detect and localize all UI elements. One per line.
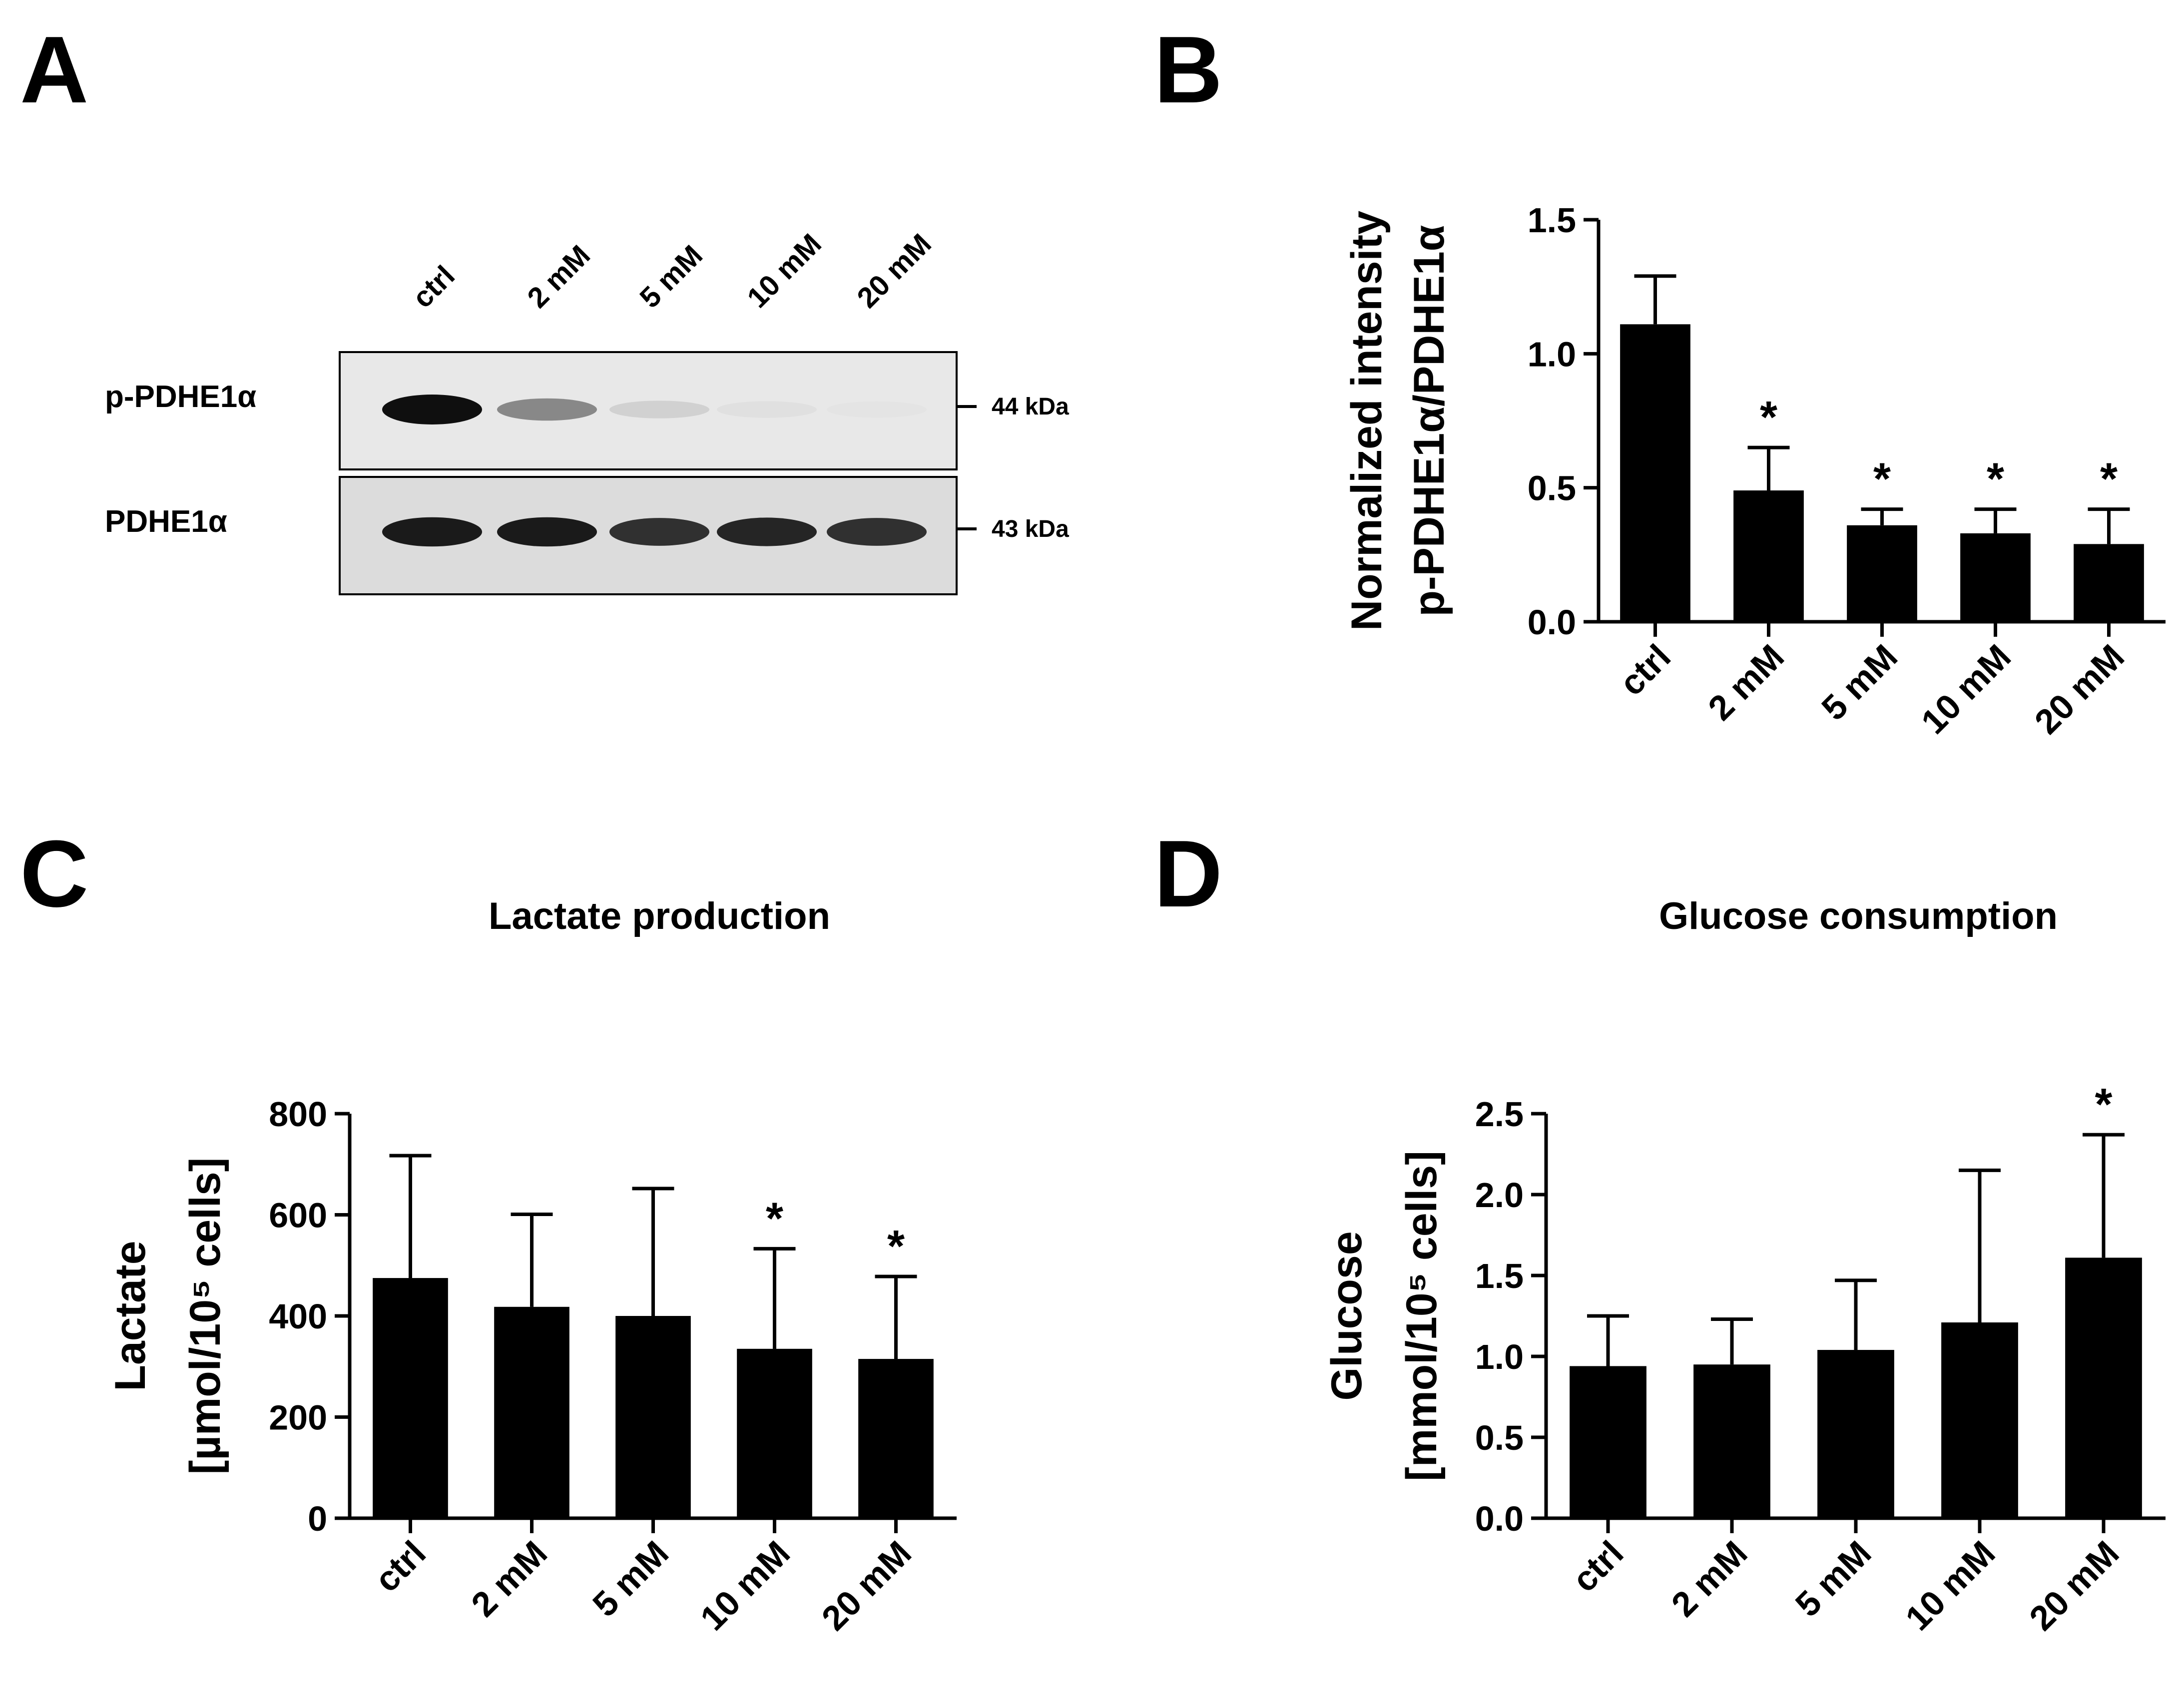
blot-band [609, 518, 709, 546]
y-tick-label: 1.5 [1475, 1257, 1524, 1295]
y-tick-label: 0.0 [1475, 1499, 1524, 1538]
bar [1693, 1364, 1770, 1518]
x-tick-label: 5 mM [585, 1533, 676, 1624]
blot-band [609, 401, 709, 419]
y-axis-title-line1: Glucose [1323, 1231, 1371, 1400]
blot-lane-label: 2 mM [521, 239, 596, 314]
y-tick-label: 0 [308, 1499, 327, 1538]
x-tick-label: 2 mM [464, 1533, 554, 1624]
y-axis-title-line1: Normalized intensity [1343, 211, 1391, 631]
y-tick-label: 1.5 [1528, 201, 1576, 240]
blot-lane-label: 5 mM [633, 239, 709, 314]
y-tick-label: 2.0 [1475, 1176, 1524, 1215]
y-tick-label: 0.5 [1528, 469, 1576, 508]
y-axis-title-line2: [mmol/10⁵ cells] [1398, 1151, 1446, 1481]
bar [615, 1316, 691, 1518]
x-tick-label: 2 mM [1700, 637, 1791, 728]
significance-marker: * [1987, 454, 2004, 504]
bar [2074, 544, 2144, 622]
significance-marker: * [887, 1222, 905, 1271]
y-tick-label: 0.5 [1475, 1418, 1524, 1457]
y-tick-label: 1.0 [1528, 335, 1576, 374]
chart-b-normalized-intensity: 0.0 0.5 1.0 1.5 Normalized intensity p-PDHE1α… [1343, 201, 2166, 742]
x-tick-label: 5 mM [1788, 1533, 1879, 1624]
mw-marker-label: 43 kDa [992, 516, 1069, 542]
y-tick-label: 0.0 [1528, 603, 1576, 642]
bar [1817, 1350, 1894, 1518]
y-tick-label: 800 [269, 1095, 327, 1134]
blot-band [827, 518, 927, 546]
blot-row: PDHE1α 43 kDa [105, 476, 1069, 595]
bar [373, 1278, 448, 1518]
panel-label-c: C [20, 821, 88, 927]
bar [1960, 533, 2031, 622]
blot-band [497, 517, 597, 547]
blot-row: p-PDHE1α 44 kDa [105, 351, 1069, 470]
y-tick-label: 2.5 [1475, 1095, 1524, 1134]
x-tick-label: 2 mM [1664, 1533, 1755, 1624]
bar [858, 1359, 934, 1518]
western-blot: ctrl 2 mM 5 mM 10 mM 20 mM p-PDHE1α 44 kDa PDH… [105, 228, 1069, 595]
blot-band [827, 401, 927, 418]
chart-c-lactate-production: Lactate production 0 200 400 600 800 Lactate [µ… [106, 895, 957, 1638]
y-tick-label: 400 [269, 1297, 327, 1336]
bar [1847, 525, 1917, 622]
bar [737, 1348, 812, 1518]
blot-band [382, 395, 482, 424]
blot-band [717, 517, 817, 546]
significance-marker: * [2095, 1080, 2112, 1130]
y-axis-title-line2: [µmol/10⁵ cells] [181, 1158, 229, 1475]
x-tick-label: ctrl [1565, 1533, 1631, 1599]
bar [1733, 490, 1804, 622]
bar [1570, 1366, 1646, 1518]
x-tick-label: 20 mM [2027, 637, 2132, 741]
bar [494, 1306, 569, 1518]
significance-marker: * [1760, 393, 1777, 442]
x-tick-label: 10 mM [1914, 637, 2018, 741]
chart-title: Glucose consumption [1659, 895, 2058, 937]
x-tick-label: ctrl [367, 1533, 433, 1599]
significance-marker: * [766, 1194, 783, 1244]
chart-title: Lactate production [489, 895, 830, 937]
mw-marker-label: 44 kDa [992, 394, 1069, 420]
y-tick-label: 600 [269, 1196, 327, 1235]
y-axis-title-line2: p-PDHE1α/PDHE1α [1405, 225, 1453, 616]
x-tick-label: 5 mM [1814, 637, 1905, 728]
panel-label-b: B [1154, 17, 1222, 123]
blot-lane-labels: ctrl 2 mM 5 mM 10 mM 20 mM [406, 228, 938, 315]
x-tick-label: 20 mM [2022, 1533, 2126, 1638]
panel-label-d: D [1154, 821, 1222, 927]
x-tick-label: 10 mM [693, 1533, 797, 1638]
x-tick-label: ctrl [1612, 637, 1678, 703]
blot-lane-label: 10 mM [741, 228, 828, 315]
y-axis-title-line1: Lactate [106, 1241, 154, 1391]
blot-band [497, 398, 597, 421]
significance-marker: * [2100, 454, 2118, 504]
x-tick-label: 10 mM [1898, 1533, 2002, 1638]
blot-rows: p-PDHE1α 44 kDa PDHE1α 43 kDa [105, 351, 1069, 595]
bar [1941, 1322, 2018, 1518]
chart-d-glucose-consumption: Glucose consumption 0.0 0.5 1.0 1.5 2.0 2.5 Glu… [1323, 895, 2166, 1638]
bar [2065, 1258, 2142, 1518]
blot-band [717, 401, 817, 418]
blot-lane-label: ctrl [406, 259, 461, 314]
blot-row-label: p-PDHE1α [105, 380, 256, 414]
y-tick-label: 200 [269, 1398, 327, 1437]
blot-row-label: PDHE1α [105, 504, 227, 539]
blot-lane-label: 20 mM [851, 228, 938, 315]
x-tick-label: 20 mM [814, 1533, 919, 1638]
y-tick-label: 1.0 [1475, 1337, 1524, 1376]
blot-band [382, 517, 482, 547]
bar [1620, 324, 1690, 622]
panel-label-a: A [20, 17, 88, 123]
significance-marker: * [1873, 454, 1891, 504]
